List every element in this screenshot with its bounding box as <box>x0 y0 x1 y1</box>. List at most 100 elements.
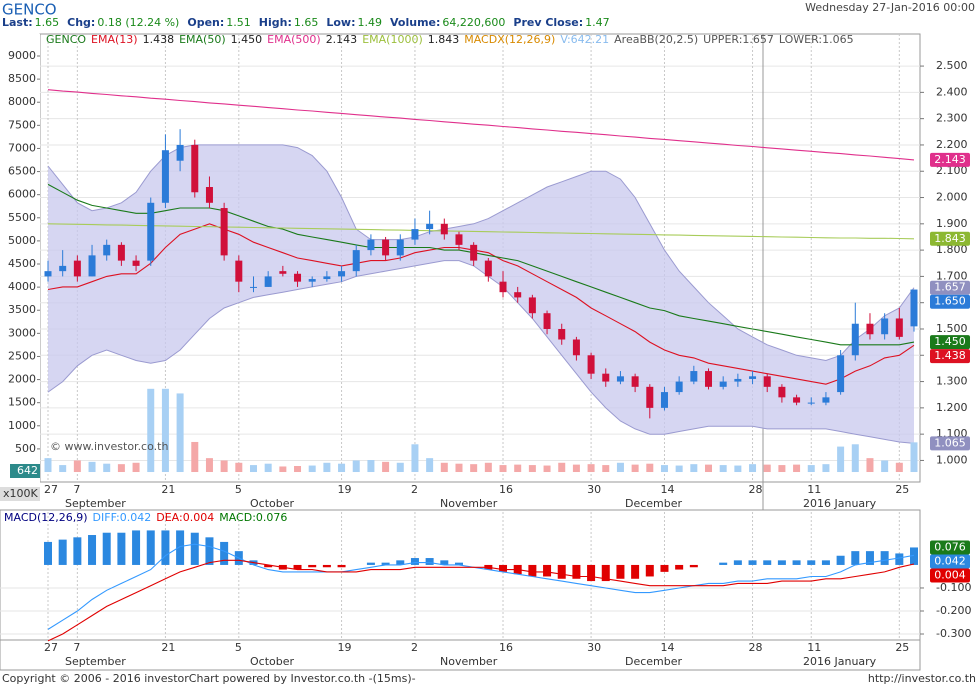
candle-body <box>646 386 654 408</box>
legend-entry: MACDX(12,26,9) <box>464 33 555 46</box>
volume-bar <box>851 444 859 473</box>
macd-bar <box>366 562 375 565</box>
candle-body <box>426 223 434 230</box>
month-label: 2016 January <box>803 655 877 668</box>
date-label: 25 <box>895 641 909 654</box>
volume-bar <box>660 465 668 473</box>
candle-body <box>367 239 375 251</box>
date-label: 5 <box>235 483 242 496</box>
legend-entry: DIFF:0.042 <box>93 511 152 524</box>
candle-body <box>147 202 155 261</box>
legend-entry: EMA(50) <box>179 33 226 46</box>
date-label: 16 <box>499 483 513 496</box>
info-key: Open: <box>187 16 224 29</box>
date-label: 28 <box>749 641 763 654</box>
candle-body <box>352 250 360 272</box>
month-label: November <box>440 655 498 668</box>
volume-tick-label: 4000 <box>8 280 36 293</box>
volume-bar <box>338 463 346 473</box>
candle-body <box>440 223 448 235</box>
info-key: Low: <box>326 16 355 29</box>
date-label: 14 <box>660 641 674 654</box>
candle-body <box>44 271 52 277</box>
candle-body <box>499 281 507 293</box>
legend-entry: 1.438 <box>143 33 175 46</box>
volume-bar <box>117 464 125 473</box>
macd-bar <box>543 564 552 577</box>
candle-body <box>117 244 125 261</box>
candle-body <box>778 386 786 398</box>
candle-body <box>616 376 624 382</box>
candle-body <box>793 397 801 403</box>
bollinger-area <box>48 144 914 444</box>
value-badge-label: 1.650 <box>934 295 966 308</box>
volume-tick-label: 9000 <box>8 49 36 62</box>
volume-bar <box>631 464 639 473</box>
y-tick-label: 2.000 <box>936 191 968 204</box>
volume-bar <box>73 460 81 473</box>
volume-bar <box>352 460 360 473</box>
date-label: 2 <box>411 641 418 654</box>
info-value: 0.18 (12.24 %) <box>97 16 179 29</box>
value-badge <box>930 152 970 167</box>
volume-bar <box>396 462 404 473</box>
candle-body <box>866 323 874 335</box>
volume-bar <box>264 463 272 473</box>
volume-tick-label: 1000 <box>8 419 36 432</box>
legend-entry: EMA(500) <box>267 33 321 46</box>
date-label: 14 <box>660 483 674 496</box>
volume-bar <box>279 466 287 473</box>
value-badge <box>930 294 970 309</box>
candle-body <box>910 289 918 327</box>
volume-bar <box>161 388 169 473</box>
volume-bar <box>484 462 492 473</box>
y-tick-label: -0.200 <box>936 604 971 617</box>
date-label: 25 <box>895 483 909 496</box>
macd-bar <box>807 560 816 565</box>
volume-tick-label: 7500 <box>8 118 36 131</box>
volume-bar <box>719 465 727 473</box>
legend-entry: 2.143 <box>326 33 358 46</box>
volume-bar <box>514 464 522 473</box>
date-label: 7 <box>73 483 80 496</box>
volume-bar <box>602 465 610 473</box>
volume-bar <box>470 464 478 473</box>
volume-tick-label: 4500 <box>8 257 36 270</box>
month-label: 2016 January <box>803 497 877 510</box>
macd-bar <box>733 560 742 565</box>
macd-bar <box>381 562 390 565</box>
y-tick-label: 1.900 <box>936 217 968 230</box>
volume-bar <box>103 463 111 473</box>
volume-bar <box>323 462 331 473</box>
volume-badge: 642 <box>17 464 38 477</box>
y-tick-label: 1.800 <box>936 243 968 256</box>
macd-bar <box>337 564 346 568</box>
ema-line <box>47 183 915 346</box>
macd-bar <box>117 532 126 565</box>
volume-bar <box>587 464 595 473</box>
volume-bar <box>543 465 551 473</box>
macd-bar <box>748 560 757 565</box>
info-key: Prev Close: <box>513 16 583 29</box>
candle-body <box>411 229 419 240</box>
symbol: GENCO <box>2 1 57 19</box>
volume-bar <box>749 464 757 473</box>
date-label: 28 <box>749 483 763 496</box>
value-badge-label: 1.843 <box>934 232 966 245</box>
volume-bar <box>881 460 889 473</box>
volume-bar <box>895 462 903 473</box>
candle-body <box>558 328 566 340</box>
macd-bar <box>836 555 845 565</box>
date-label: 27 <box>44 641 58 654</box>
info-key: High: <box>259 16 292 29</box>
macd-bar <box>132 530 141 565</box>
candle-body <box>807 402 815 404</box>
date-label: 19 <box>338 483 352 496</box>
volume-bar <box>44 458 52 473</box>
macd-bar <box>587 564 596 582</box>
legend-entry: EMA(13) <box>91 33 138 46</box>
month-label: December <box>625 655 683 668</box>
candle-body <box>279 271 287 274</box>
macd-bar <box>851 551 860 565</box>
